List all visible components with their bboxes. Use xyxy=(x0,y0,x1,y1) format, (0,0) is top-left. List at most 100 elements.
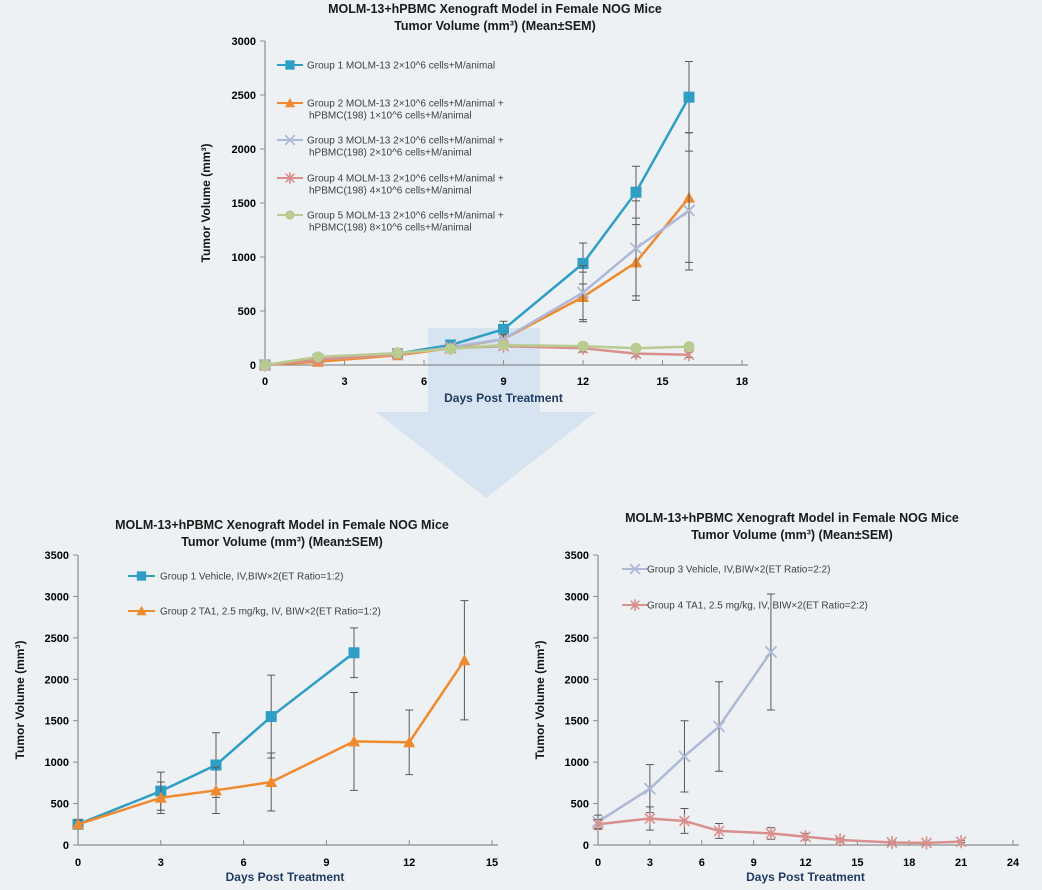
legend-marker-x-icon xyxy=(284,134,296,146)
data-point-group-5-molm13-hpbmc-8e6 xyxy=(683,341,695,353)
data-point-group-3-molm13-hpbmc-2e6 xyxy=(630,242,642,255)
x-tick-label: 9 xyxy=(323,857,329,869)
legend-entry-group-2-ta1: Group 2 TA1, 2.5 mg/kg, IV, BIW×2(ET Rat… xyxy=(128,605,381,618)
data-point-group-5-molm13-hpbmc-8e6 xyxy=(498,339,509,351)
data-point-group-3-vehicle xyxy=(678,750,691,763)
legend-label: hPBMC(198) 4×10^6 cells+M/animal xyxy=(309,186,472,197)
data-point-group-3-molm13-hpbmc-2e6 xyxy=(683,204,695,217)
y-axis-title: Tumor Volume (mm³) xyxy=(199,144,213,263)
data-point-group-5-molm13-hpbmc-8e6 xyxy=(312,351,324,363)
legend-label: hPBMC(198) 1×10^6 cells+M/animal xyxy=(309,111,472,122)
legend-marker-triangle-icon xyxy=(284,97,296,108)
data-point-group-1-vehicle xyxy=(265,711,277,723)
legend-marker-square-icon xyxy=(136,571,147,581)
down-arrow-shape xyxy=(376,328,596,498)
data-point-group-4-ta1 xyxy=(679,814,690,828)
y-tick-label: 3000 xyxy=(565,591,589,603)
chart-title: MOLM-13+hPBMC Xenograft Model in Female … xyxy=(115,518,449,532)
x-tick-label: 15 xyxy=(486,857,498,869)
y-tick-label: 0 xyxy=(583,840,589,852)
series-line-group-4-ta1 xyxy=(596,817,963,845)
axis-spines xyxy=(77,555,498,846)
x-tick-label: 3 xyxy=(341,376,347,388)
legend-marker-circle-icon xyxy=(285,210,295,220)
y-tick-label: 3500 xyxy=(45,550,69,562)
data-point-group-2-ta1 xyxy=(403,736,416,748)
legend-marker-asterisk-icon xyxy=(630,599,640,611)
y-tick-label: 500 xyxy=(238,306,256,318)
data-point-group-4-ta1 xyxy=(921,836,932,850)
series-line-group-3-molm13-hpbmc-2e6 xyxy=(263,209,691,367)
legend-entry-group-3-vehicle: Group 3 Vehicle, IV,BIW×2(ET Ratio=2:2) xyxy=(622,563,830,576)
y-tick-label: 2500 xyxy=(45,633,69,645)
data-point-group-4-ta1 xyxy=(834,833,846,847)
data-point-group-1-molm13 xyxy=(683,91,695,103)
legend-entry-group-1-molm13: Group 1 MOLM-13 2×10^6 cells+M/animal xyxy=(277,60,495,72)
y-tick-label: 0 xyxy=(250,360,256,372)
y-tick-label: 0 xyxy=(63,840,69,852)
series-line-group-5-molm13-hpbmc-8e6 xyxy=(263,343,691,367)
data-point-group-3-vehicle xyxy=(713,720,725,733)
legend-entry-group-5-molm13-hpbmc-8e6: Group 5 MOLM-13 2×10^6 cells+M/animal +h… xyxy=(277,210,504,234)
data-point-group-4-ta1 xyxy=(886,835,898,850)
legend-label: Group 2 TA1, 2.5 mg/kg, IV, BIW×2(ET Rat… xyxy=(160,607,381,618)
x-tick-label: 6 xyxy=(699,857,705,869)
x-axis-title: Days Post Treatment xyxy=(226,870,345,884)
data-point-group-3-vehicle xyxy=(765,646,777,658)
legend-label: Group 3 Vehicle, IV,BIW×2(ET Ratio=2:2) xyxy=(647,565,830,576)
y-tick-label: 2500 xyxy=(232,90,256,102)
series-group-2-molm13-hpbmc-1e6 xyxy=(259,132,695,370)
data-point-group-2-ta1 xyxy=(348,735,360,747)
legend-entry-group-3-molm13-hpbmc-2e6: Group 3 MOLM-13 2×10^6 cells+M/animal +h… xyxy=(277,134,504,159)
y-tick-label: 1000 xyxy=(565,757,589,769)
legend-label: hPBMC(198) 8×10^6 cells+M/animal xyxy=(309,223,472,234)
data-point-group-1-molm13 xyxy=(498,323,509,335)
data-point-group-4-ta1 xyxy=(765,826,777,841)
legend-label: Group 5 MOLM-13 2×10^6 cells+M/animal + xyxy=(307,211,504,222)
y-tick-label: 1500 xyxy=(232,198,256,210)
y-tick-label: 2000 xyxy=(45,674,69,686)
y-tick-label: 2000 xyxy=(232,144,256,156)
top-chart: MOLM-13+hPBMC Xenograft Model in Female … xyxy=(199,2,748,405)
data-point-group-1-vehicle xyxy=(348,647,360,659)
bottom-left-chart: MOLM-13+hPBMC Xenograft Model in Female … xyxy=(13,518,498,884)
legend-marker-triangle-icon xyxy=(136,605,147,616)
x-tick-label: 6 xyxy=(421,376,427,388)
data-point-group-2-ta1 xyxy=(210,784,222,796)
x-axis-title: Days Post Treatment xyxy=(444,391,563,405)
x-tick-label: 15 xyxy=(656,376,668,388)
y-axis-title: Tumor Volume (mm³) xyxy=(13,641,27,760)
y-tick-label: 1500 xyxy=(45,716,69,728)
legend-label: Group 4 TA1, 2.5 mg/kg, IV, BIW×2(ET Rat… xyxy=(647,601,868,612)
series-group-4-ta1 xyxy=(592,806,967,850)
x-tick-label: 12 xyxy=(799,857,811,869)
chart-title: MOLM-13+hPBMC Xenograft Model in Female … xyxy=(328,2,662,16)
legend-label: Group 1 MOLM-13 2×10^6 cells+M/animal xyxy=(307,61,495,72)
x-tick-label: 3 xyxy=(158,857,164,869)
legend-marker-x-icon xyxy=(629,563,641,575)
legend-marker-asterisk-icon xyxy=(285,172,295,184)
data-point-group-1-molm13 xyxy=(630,186,642,198)
data-point-group-5-molm13-hpbmc-8e6 xyxy=(577,340,589,352)
x-tick-label: 0 xyxy=(595,857,601,869)
legend-entry-group-1-vehicle: Group 1 Vehicle, IV,BIW×2(ET Ratio=1:2) xyxy=(128,571,343,583)
legend-entry-group-2-molm13-hpbmc-1e6: Group 2 MOLM-13 2×10^6 cells+M/animal +h… xyxy=(277,97,504,122)
series-group-5-molm13-hpbmc-8e6 xyxy=(259,339,695,371)
data-point-group-2-ta1 xyxy=(458,654,471,666)
x-axis-title: Days Post Treatment xyxy=(746,870,865,884)
data-point-group-4-ta1 xyxy=(592,817,604,832)
y-tick-label: 3000 xyxy=(45,591,69,603)
data-point-group-3-molm13-hpbmc-2e6 xyxy=(577,286,589,299)
data-point-group-5-molm13-hpbmc-8e6 xyxy=(445,343,456,355)
data-point-group-4-ta1 xyxy=(713,824,725,838)
x-tick-label: 0 xyxy=(75,857,81,869)
y-axis-title: Tumor Volume (mm³) xyxy=(533,641,547,760)
chart-subtitle: Tumor Volume (mm³) (Mean±SEM) xyxy=(181,535,383,549)
x-tick-label: 6 xyxy=(241,857,247,869)
data-point-group-1-molm13 xyxy=(577,257,589,269)
x-tick-label: 0 xyxy=(262,376,268,388)
data-point-group-2-ta1 xyxy=(72,818,84,830)
data-point-group-5-molm13-hpbmc-8e6 xyxy=(259,359,271,371)
